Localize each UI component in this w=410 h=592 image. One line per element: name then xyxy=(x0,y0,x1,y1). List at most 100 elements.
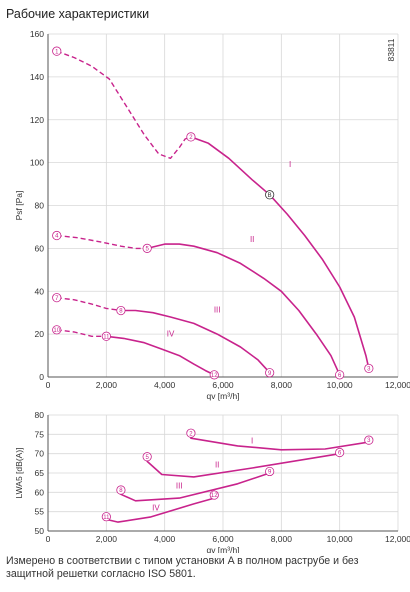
x-tick-label: 4,000 xyxy=(154,380,176,390)
x-tick-label: 2,000 xyxy=(96,380,118,390)
point-marker-12 xyxy=(209,370,219,380)
series-III-line xyxy=(120,309,271,374)
series-I-dashed-line xyxy=(56,50,192,159)
series-label-II: II xyxy=(250,235,254,244)
x-tick-label: 8,000 xyxy=(271,380,293,390)
point-label-8: 8 xyxy=(119,488,123,494)
point-label-2: 2 xyxy=(189,431,193,437)
point-marker-5 xyxy=(142,243,152,253)
x-tick-label: 10,000 xyxy=(327,534,353,544)
point-label-4: 4 xyxy=(55,234,59,240)
x-tick-label: 12,000 xyxy=(385,534,410,544)
y-tick-label: 80 xyxy=(35,410,45,420)
point-marker-11 xyxy=(101,512,111,522)
point-label-9: 9 xyxy=(268,371,272,377)
point-marker-6 xyxy=(335,447,345,458)
point-marker-3 xyxy=(364,435,374,445)
x-tick-label: 2,000 xyxy=(96,534,118,544)
point-label-8: 8 xyxy=(119,309,123,315)
y-tick-label: 0 xyxy=(39,372,44,382)
point-marker-10 xyxy=(52,325,62,335)
point-marker-1 xyxy=(52,46,62,56)
series-II-line xyxy=(146,243,341,376)
x-tick-label: 4,000 xyxy=(154,534,176,544)
series-III-dashed-line xyxy=(56,297,121,312)
y-tick-label: 120 xyxy=(30,115,44,125)
y-axis-label: Psf [Pa] xyxy=(14,191,24,221)
point-label-6: 6 xyxy=(338,373,342,379)
measurement-note: Измерено в соответствии с типом установк… xyxy=(6,555,359,580)
y-tick-label: 55 xyxy=(35,507,45,517)
point-marker-6 xyxy=(335,370,345,380)
y-tick-label: 160 xyxy=(30,29,44,39)
y-tick-label: 50 xyxy=(35,526,45,536)
point-marker-3 xyxy=(364,363,374,374)
x-tick-label: 6,000 xyxy=(212,380,234,390)
pressure-chart: 0 2,000 4,000 6,000 8,000 10,000 12,000 0 20 40 60… xyxy=(14,29,410,401)
point-marker-12 xyxy=(209,490,219,500)
x-tick-label: 0 xyxy=(46,534,51,544)
point-label-5: 5 xyxy=(145,455,149,461)
series-IV-line xyxy=(105,497,216,523)
point-label-9: 9 xyxy=(268,470,272,476)
point-marker-2 xyxy=(186,132,196,142)
point-marker-4 xyxy=(52,230,62,241)
series-I-line xyxy=(190,437,370,451)
series-label-IV: IV xyxy=(152,504,160,513)
y-tick-label: 40 xyxy=(35,286,45,296)
series-III-line xyxy=(120,472,271,502)
point-label-11: 11 xyxy=(103,334,110,340)
series-I-line xyxy=(190,136,370,370)
point-label-5: 5 xyxy=(145,246,149,252)
point-marker-8 xyxy=(116,485,126,495)
series-label-I: I xyxy=(289,160,291,169)
point-marker-7 xyxy=(52,293,62,303)
series-IV-line xyxy=(105,335,216,376)
x-tick-label: 12,000 xyxy=(385,380,410,390)
point-marker-8 xyxy=(116,305,126,316)
point-label-7: 7 xyxy=(55,296,59,302)
y-tick-label: 70 xyxy=(35,449,45,459)
y-tick-label: 140 xyxy=(30,72,44,82)
x-axis-label: qv [m³/h] xyxy=(206,391,239,401)
series-II-dashed-line xyxy=(56,234,148,250)
point-label-6: 6 xyxy=(338,451,342,457)
y-tick-label: 100 xyxy=(30,158,44,168)
point-label-10: 10 xyxy=(53,328,60,334)
point-marker-5 xyxy=(142,452,152,462)
y-tick-label: 20 xyxy=(35,329,45,339)
x-tick-label: 10,000 xyxy=(327,380,353,390)
figure-id: 83811 xyxy=(386,38,396,61)
point-marker-2 xyxy=(186,428,196,438)
point-label-11: 11 xyxy=(103,515,110,521)
y-tick-label: 75 xyxy=(35,429,45,439)
x-tick-label: 0 xyxy=(46,380,51,390)
series-label-I: I xyxy=(251,437,253,446)
point-marker-11 xyxy=(101,331,111,341)
y-tick-label: 65 xyxy=(35,468,45,478)
x-tick-label: 8,000 xyxy=(271,534,293,544)
point-label-3: 3 xyxy=(367,367,371,373)
y-tick-label: 60 xyxy=(35,487,45,497)
y-tick-label: 80 xyxy=(35,201,45,211)
y-tick-label: 60 xyxy=(35,243,45,253)
x-axis-label: qv [m³/h] xyxy=(206,545,239,553)
point-label-B: B xyxy=(268,193,272,199)
x-tick-label: 6,000 xyxy=(212,534,234,544)
point-label-3: 3 xyxy=(367,438,371,444)
series-label-IV: IV xyxy=(167,329,175,338)
point-label-1: 1 xyxy=(55,49,59,55)
point-label-12: 12 xyxy=(211,493,218,499)
series-label-III: III xyxy=(214,306,221,315)
series-IV-dashed-line xyxy=(56,329,107,337)
point-label-2: 2 xyxy=(189,135,193,141)
series-label-II: II xyxy=(215,461,219,470)
sound-power-chart: 0 2,000 4,000 6,000 8,000 10,000 12,000 50 55 60 6… xyxy=(14,410,410,553)
point-marker-9 xyxy=(265,368,275,378)
series-II-line xyxy=(146,452,341,478)
point-marker-9 xyxy=(265,466,275,477)
series-label-III: III xyxy=(176,481,183,490)
point-marker-B xyxy=(265,190,275,200)
y-axis-label: LWA5 [dB(A)] xyxy=(14,447,24,498)
page-title: Рабочие характеристики xyxy=(6,7,150,21)
